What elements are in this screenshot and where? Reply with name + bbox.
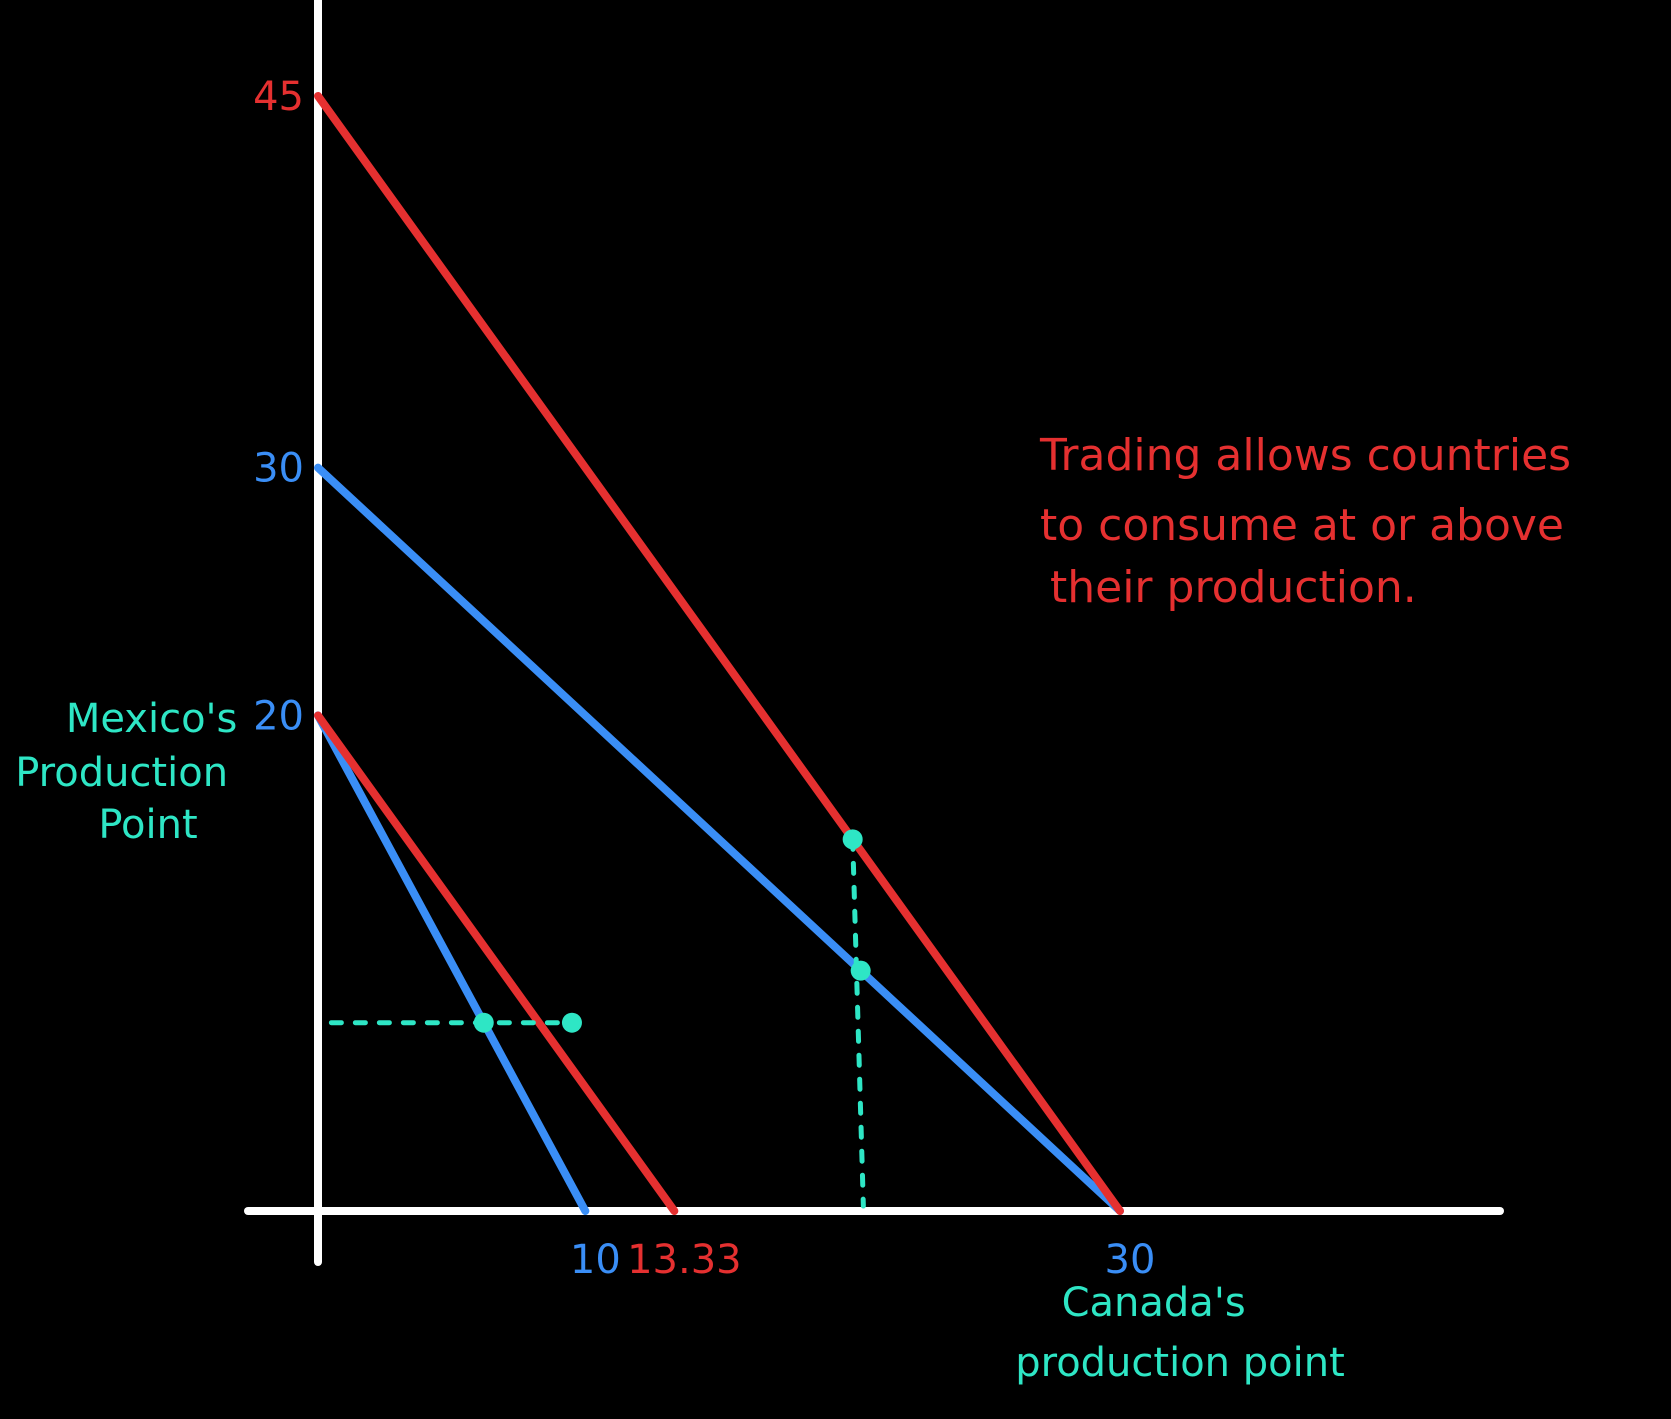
x-tick-label-10: 10 (570, 1237, 621, 1283)
series-mexico-trade (314, 711, 679, 1215)
mexico-label-line-3: Point (98, 802, 197, 848)
series-mexico-ppf (314, 711, 590, 1215)
y-tick-label-20: 20 (253, 693, 304, 739)
trade-note-line-1: Trading allows countries (1039, 430, 1571, 481)
series-canada-trade (314, 92, 1124, 1215)
canada-production-point (850, 960, 871, 981)
y-tick-label-30: 30 (253, 446, 304, 492)
series-layer (314, 92, 1124, 1215)
x-tick-label-30: 30 (1105, 1237, 1156, 1283)
mexico-production-point (473, 1012, 494, 1033)
tick-layer: 45 30 20 10 13.33 30 (253, 74, 1155, 1283)
y-tick-label-45: 45 (253, 74, 304, 120)
mexico-production-label: Mexico's Production Point (15, 696, 250, 848)
marker-layer (473, 829, 871, 1033)
canada-production-label: Canada's production point (1015, 1280, 1345, 1386)
canada-label-line-2: production point (1015, 1340, 1345, 1386)
series-canada-ppf (314, 463, 1124, 1215)
x-tick-label-13-33: 13.33 (627, 1237, 742, 1283)
mexico-label-line-2: Production (15, 750, 228, 796)
canada-label-line-1: Canada's (1062, 1280, 1246, 1326)
guide-layer (328, 836, 866, 1209)
mexico-label-line-1: Mexico's (66, 696, 238, 742)
trade-note: Trading allows countries to consume at o… (1039, 430, 1585, 613)
trade-note-line-2: to consume at or above (1040, 500, 1564, 551)
canada-consumption-point (842, 829, 863, 850)
mexico-consumption-point (561, 1012, 582, 1033)
trade-note-line-3: their production. (1050, 562, 1417, 613)
